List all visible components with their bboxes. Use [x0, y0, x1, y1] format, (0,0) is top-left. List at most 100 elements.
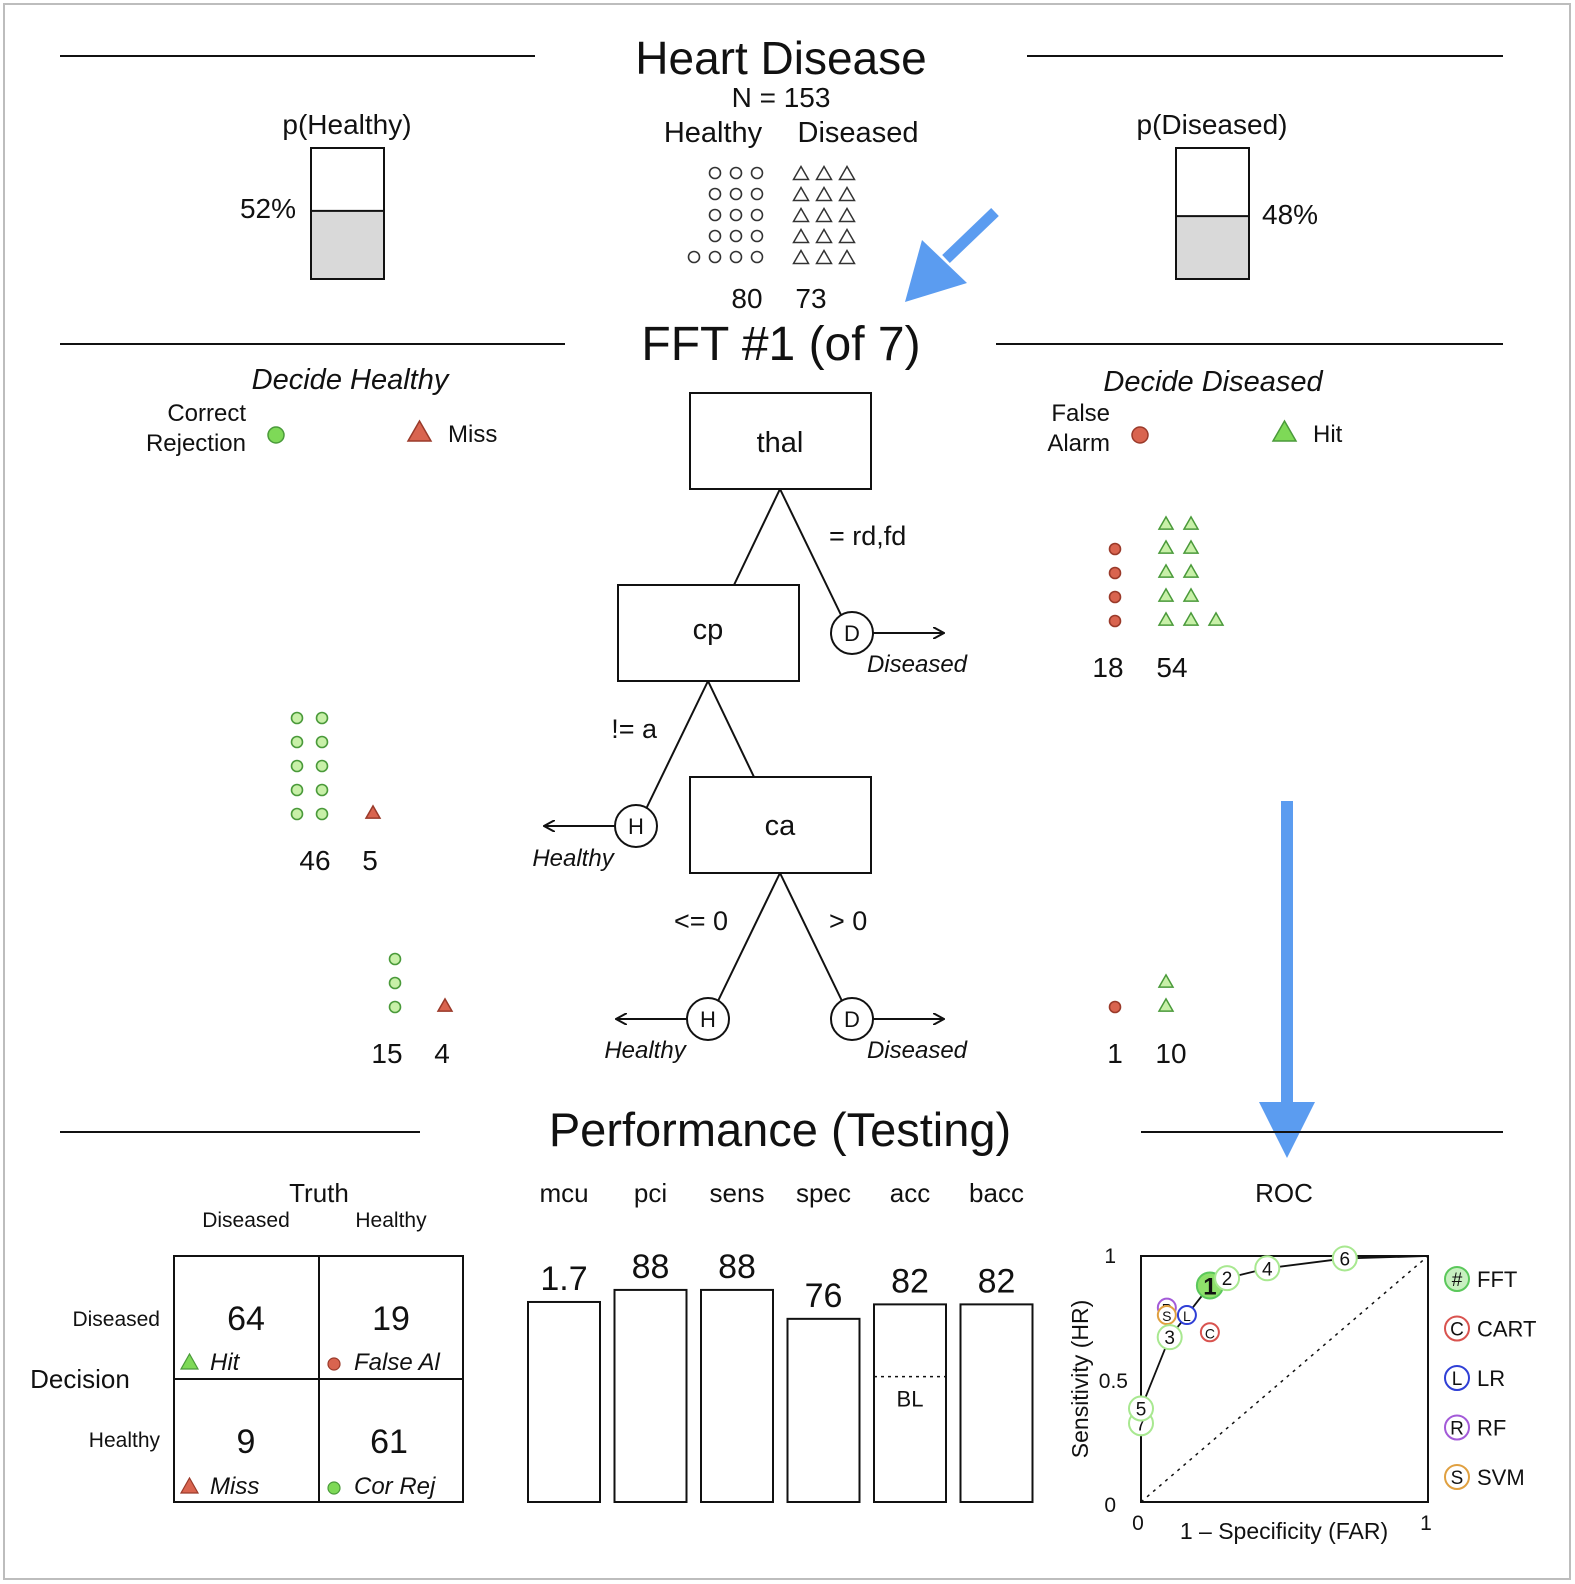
edge-cp-exit — [645, 680, 709, 810]
level-icon-clusters — [290, 515, 1225, 1014]
roc-fft-point-6 — [1331, 1245, 1358, 1272]
level2-miss-count: 5 — [362, 845, 378, 876]
node-cp-label: cp — [693, 614, 724, 646]
healthy-count: 80 — [731, 283, 762, 314]
edge-ca-left — [717, 872, 781, 1002]
tree-title: FFT #1 (of 7) — [641, 318, 920, 371]
metric-value-spec: 76 — [805, 1277, 843, 1315]
healthy-case-icon — [708, 187, 722, 201]
roc-fft-point-4 — [1254, 1255, 1281, 1282]
main-title: Heart Disease — [635, 32, 926, 84]
roc-legend-label-cart: CART — [1477, 1317, 1537, 1342]
false-alarm-case-icon — [1108, 542, 1122, 556]
edge-ca-left-label: <= 0 — [674, 906, 728, 936]
false-alarm-case-icon — [1108, 614, 1122, 628]
roc-fft-point-2 — [1214, 1265, 1241, 1292]
metric-value-acc: 82 — [891, 1262, 929, 1300]
correct-rejection-case-icon — [388, 1000, 402, 1014]
roc-legend-symbol-rf: R — [1450, 1419, 1464, 1440]
roc-legend-marker-svm — [1444, 1464, 1470, 1490]
healthy-case-icon — [729, 208, 743, 222]
metric-bar-mcu — [527, 1300, 601, 1503]
diseased-case-icon — [792, 206, 810, 223]
healthy-case-icon — [729, 229, 743, 243]
roc-xtick-1: 1 — [1420, 1512, 1432, 1535]
correct-rejection-case-icon — [315, 735, 329, 749]
correct-rejection-case-icon — [290, 711, 304, 725]
metric-value-sens: 88 — [718, 1248, 756, 1286]
edge-ca-right-label: > 0 — [829, 906, 867, 936]
exit-ca-diseased-label: Diseased — [867, 1037, 968, 1064]
truth-label: Truth — [289, 1178, 349, 1208]
correct-rejection-case-icon — [388, 952, 402, 966]
diseased-case-icon — [792, 164, 810, 181]
miss-case-icon — [436, 997, 454, 1012]
diseased-case-icon — [792, 185, 810, 202]
exit-ca-healthy-letter: H — [700, 1007, 716, 1032]
level3-false-alarm-count: 1 — [1107, 1038, 1123, 1069]
metric-value-mcu: 1.7 — [540, 1260, 587, 1298]
decision-row-diseased: Diseased — [72, 1308, 160, 1331]
decision-label: Decision — [30, 1364, 130, 1394]
roc-ytick-1: 1 — [1104, 1245, 1116, 1268]
miss-case-icon — [364, 804, 382, 819]
hit-case-icon — [1207, 611, 1225, 626]
correct-rejection-case-icon — [290, 783, 304, 797]
roc-fft-label-6: 6 — [1339, 1249, 1350, 1270]
exit-ca-healthy-label: Healthy — [604, 1037, 687, 1064]
diseased-class-label: Diseased — [798, 117, 919, 149]
miss-label: Miss — [448, 421, 497, 448]
cell-miss-value: 9 — [237, 1423, 256, 1461]
correct-rejection-case-icon — [290, 807, 304, 821]
cell-false-alarm-label: False Al — [354, 1349, 440, 1376]
cell-hit-label: Hit — [210, 1349, 241, 1376]
roc-legend-marker-lr — [1444, 1365, 1470, 1391]
healthy-case-icon — [750, 208, 764, 222]
metric-name-bacc: bacc — [969, 1178, 1024, 1208]
roc-model-label-L: L — [1183, 1308, 1191, 1324]
decision-row-healthy: Healthy — [89, 1429, 161, 1452]
hit-label: Hit — [1313, 421, 1343, 448]
level1-hit-count: 54 — [1156, 652, 1187, 683]
roc-legend-symbol-fft: # — [1452, 1270, 1463, 1291]
hit-case-icon — [1157, 973, 1175, 988]
hit-case-icon — [1182, 587, 1200, 602]
hit-case-icon — [1182, 539, 1200, 554]
level3-miss-count: 4 — [434, 1038, 450, 1069]
roc-model-label-C: C — [1205, 1325, 1215, 1341]
hit-case-icon — [1182, 563, 1200, 578]
roc-ytick-0: 0 — [1104, 1494, 1116, 1517]
p-healthy-fill — [310, 209, 385, 281]
roc-fft-label-4: 4 — [1262, 1259, 1273, 1280]
healthy-case-icon — [687, 250, 701, 264]
diseased-case-icon — [815, 185, 833, 202]
cell-false-alarm-value: 19 — [372, 1300, 410, 1338]
metric-name-acc: acc — [890, 1178, 930, 1208]
roc-legend-marker-rf — [1444, 1414, 1470, 1441]
cell-hit-icon — [179, 1352, 200, 1370]
hit-case-icon — [1157, 539, 1175, 554]
healthy-class-label: Healthy — [664, 117, 763, 149]
roc-title: ROC — [1255, 1178, 1313, 1208]
edge-cp-left-label: != a — [611, 714, 658, 744]
healthy-case-icon — [750, 229, 764, 243]
blue-arrow-down — [1259, 801, 1315, 1158]
correct-rejection-icon — [267, 426, 285, 444]
healthy-case-icon — [708, 166, 722, 180]
miss-icon — [406, 419, 433, 442]
healthy-case-icon — [708, 208, 722, 222]
node-thal-label: thal — [757, 427, 804, 459]
exit-thal-diseased-label: Diseased — [867, 651, 968, 678]
diseased-case-icon — [792, 227, 810, 244]
healthy-case-icon — [729, 187, 743, 201]
roc-fft-label-3: 3 — [1164, 1328, 1175, 1349]
healthy-case-icon — [750, 187, 764, 201]
roc-frame — [1140, 1255, 1429, 1503]
metric-value-pci: 88 — [632, 1248, 670, 1286]
roc-legend-label-fft: FFT — [1477, 1267, 1517, 1292]
hit-case-icon — [1157, 611, 1175, 626]
level3-hit-count: 10 — [1155, 1038, 1186, 1069]
roc-ytick-05: 0.5 — [1099, 1370, 1128, 1393]
roc-model-label-S: S — [1162, 1308, 1171, 1324]
